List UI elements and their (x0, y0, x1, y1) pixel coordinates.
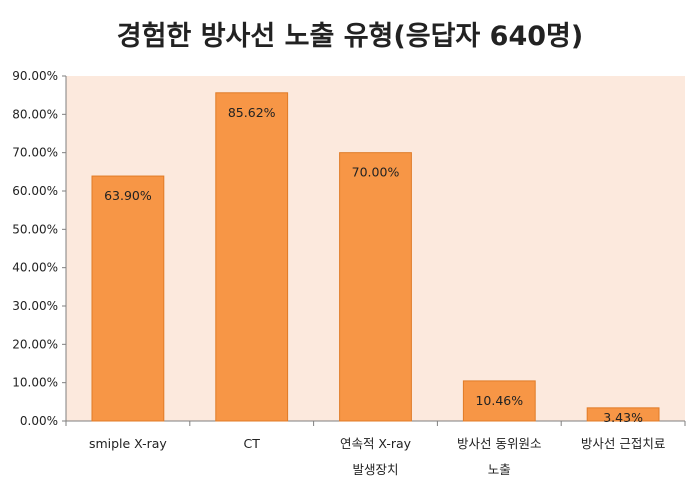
data-label: 3.43% (603, 410, 643, 425)
data-label: 85.62% (228, 105, 276, 120)
y-tick-label: 50.00% (12, 222, 58, 236)
category-label: CT (244, 436, 261, 451)
bar (586, 407, 660, 422)
bar (91, 175, 165, 422)
data-label: 70.00% (352, 165, 400, 180)
y-tick-label: 20.00% (12, 337, 58, 351)
category-label: 발생장치 (352, 462, 398, 477)
category-label: 노출 (488, 462, 511, 477)
y-tick-label: 10.00% (12, 376, 58, 390)
y-tick-label: 40.00% (12, 261, 58, 275)
bar (339, 152, 412, 422)
data-label: 63.90% (104, 188, 152, 203)
y-tick-label: 80.00% (12, 107, 58, 121)
category-label: 연속적 X-ray (340, 436, 412, 451)
y-tick-label: 90.00% (12, 69, 58, 83)
category-label: smiple X-ray (89, 436, 167, 451)
category-label: 방사선 동위원소 (457, 436, 541, 451)
bar (215, 92, 289, 422)
bar (462, 380, 536, 422)
y-tick-label: 0.00% (20, 414, 58, 428)
data-label: 10.46% (475, 393, 523, 408)
y-tick-label: 70.00% (12, 146, 58, 160)
category-label: 방사선 근접치료 (581, 436, 665, 451)
y-tick-label: 30.00% (12, 299, 58, 313)
y-tick-label: 60.00% (12, 184, 58, 198)
chart-title: 경험한 방사선 노출 유형(응답자 640명) (116, 21, 584, 52)
